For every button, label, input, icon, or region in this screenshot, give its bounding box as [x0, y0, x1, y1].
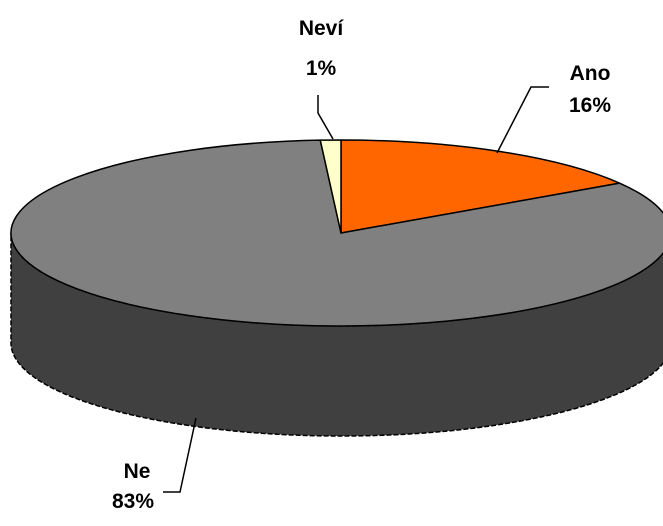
- label-ano-name: Ano: [570, 62, 611, 85]
- label-ne-percent: 83%: [112, 490, 154, 513]
- label-ano-percent: 16%: [569, 94, 611, 117]
- leader-line-nevi: [317, 95, 334, 140]
- leader-line-ano: [496, 86, 549, 154]
- pie-slice-ano: [340, 139, 621, 234]
- data-labels-layer: Ano 16% Ne 83% Neví 1%: [112, 17, 611, 513]
- label-nevi-name: Neví: [299, 17, 345, 40]
- label-nevi-percent: 1%: [306, 57, 337, 80]
- pie-slice-nevi: [319, 139, 342, 234]
- pie-top-layer: [10, 139, 663, 327]
- pie-slice-ne: [10, 139, 663, 327]
- label-ne-name: Ne: [124, 460, 151, 483]
- leader-lines-layer: [163, 86, 549, 493]
- leader-line-ne: [163, 417, 197, 493]
